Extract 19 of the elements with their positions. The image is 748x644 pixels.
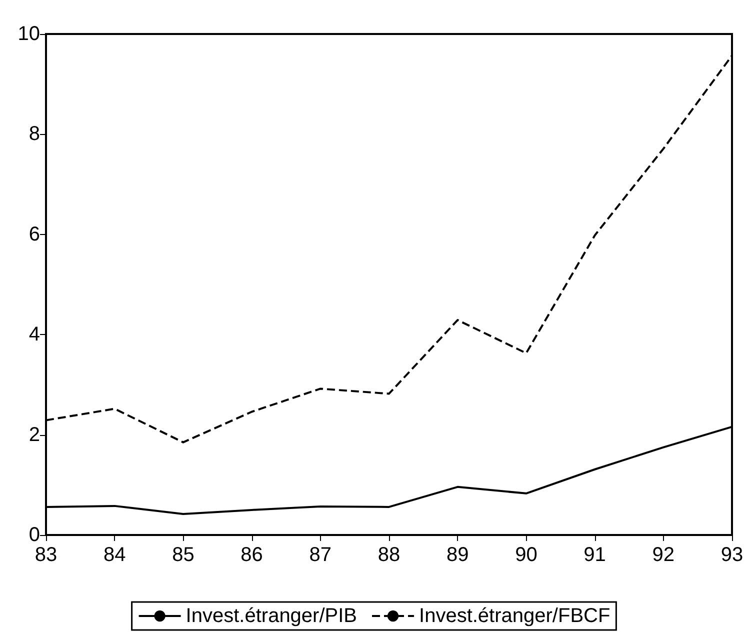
y-tick-label: 0 — [28, 524, 40, 546]
y-tick-label: 8 — [28, 123, 40, 146]
x-tick-label: 89 — [446, 544, 469, 566]
x-tick-label: 91 — [584, 544, 606, 566]
x-tick-label: 93 — [720, 544, 744, 566]
x-tick-label: 87 — [309, 544, 332, 566]
y-tick-label: 6 — [28, 223, 40, 246]
x-tick-label: 85 — [172, 544, 194, 566]
x-tick-label: 90 — [515, 544, 538, 566]
x-tick-label: 84 — [103, 544, 126, 566]
legend-label: Invest.étranger/FBCF — [419, 605, 610, 627]
x-tick-label: 88 — [378, 544, 400, 566]
x-tick-label: 86 — [240, 544, 263, 566]
y-tick-label: 2 — [28, 424, 40, 446]
y-tick-label: 10 — [18, 23, 40, 45]
x-tick-label: 83 — [34, 544, 58, 566]
x-tick-label: 92 — [652, 544, 675, 566]
legend-label: Invest.étranger/PIB — [186, 605, 358, 627]
y-tick-label: 4 — [28, 324, 40, 346]
